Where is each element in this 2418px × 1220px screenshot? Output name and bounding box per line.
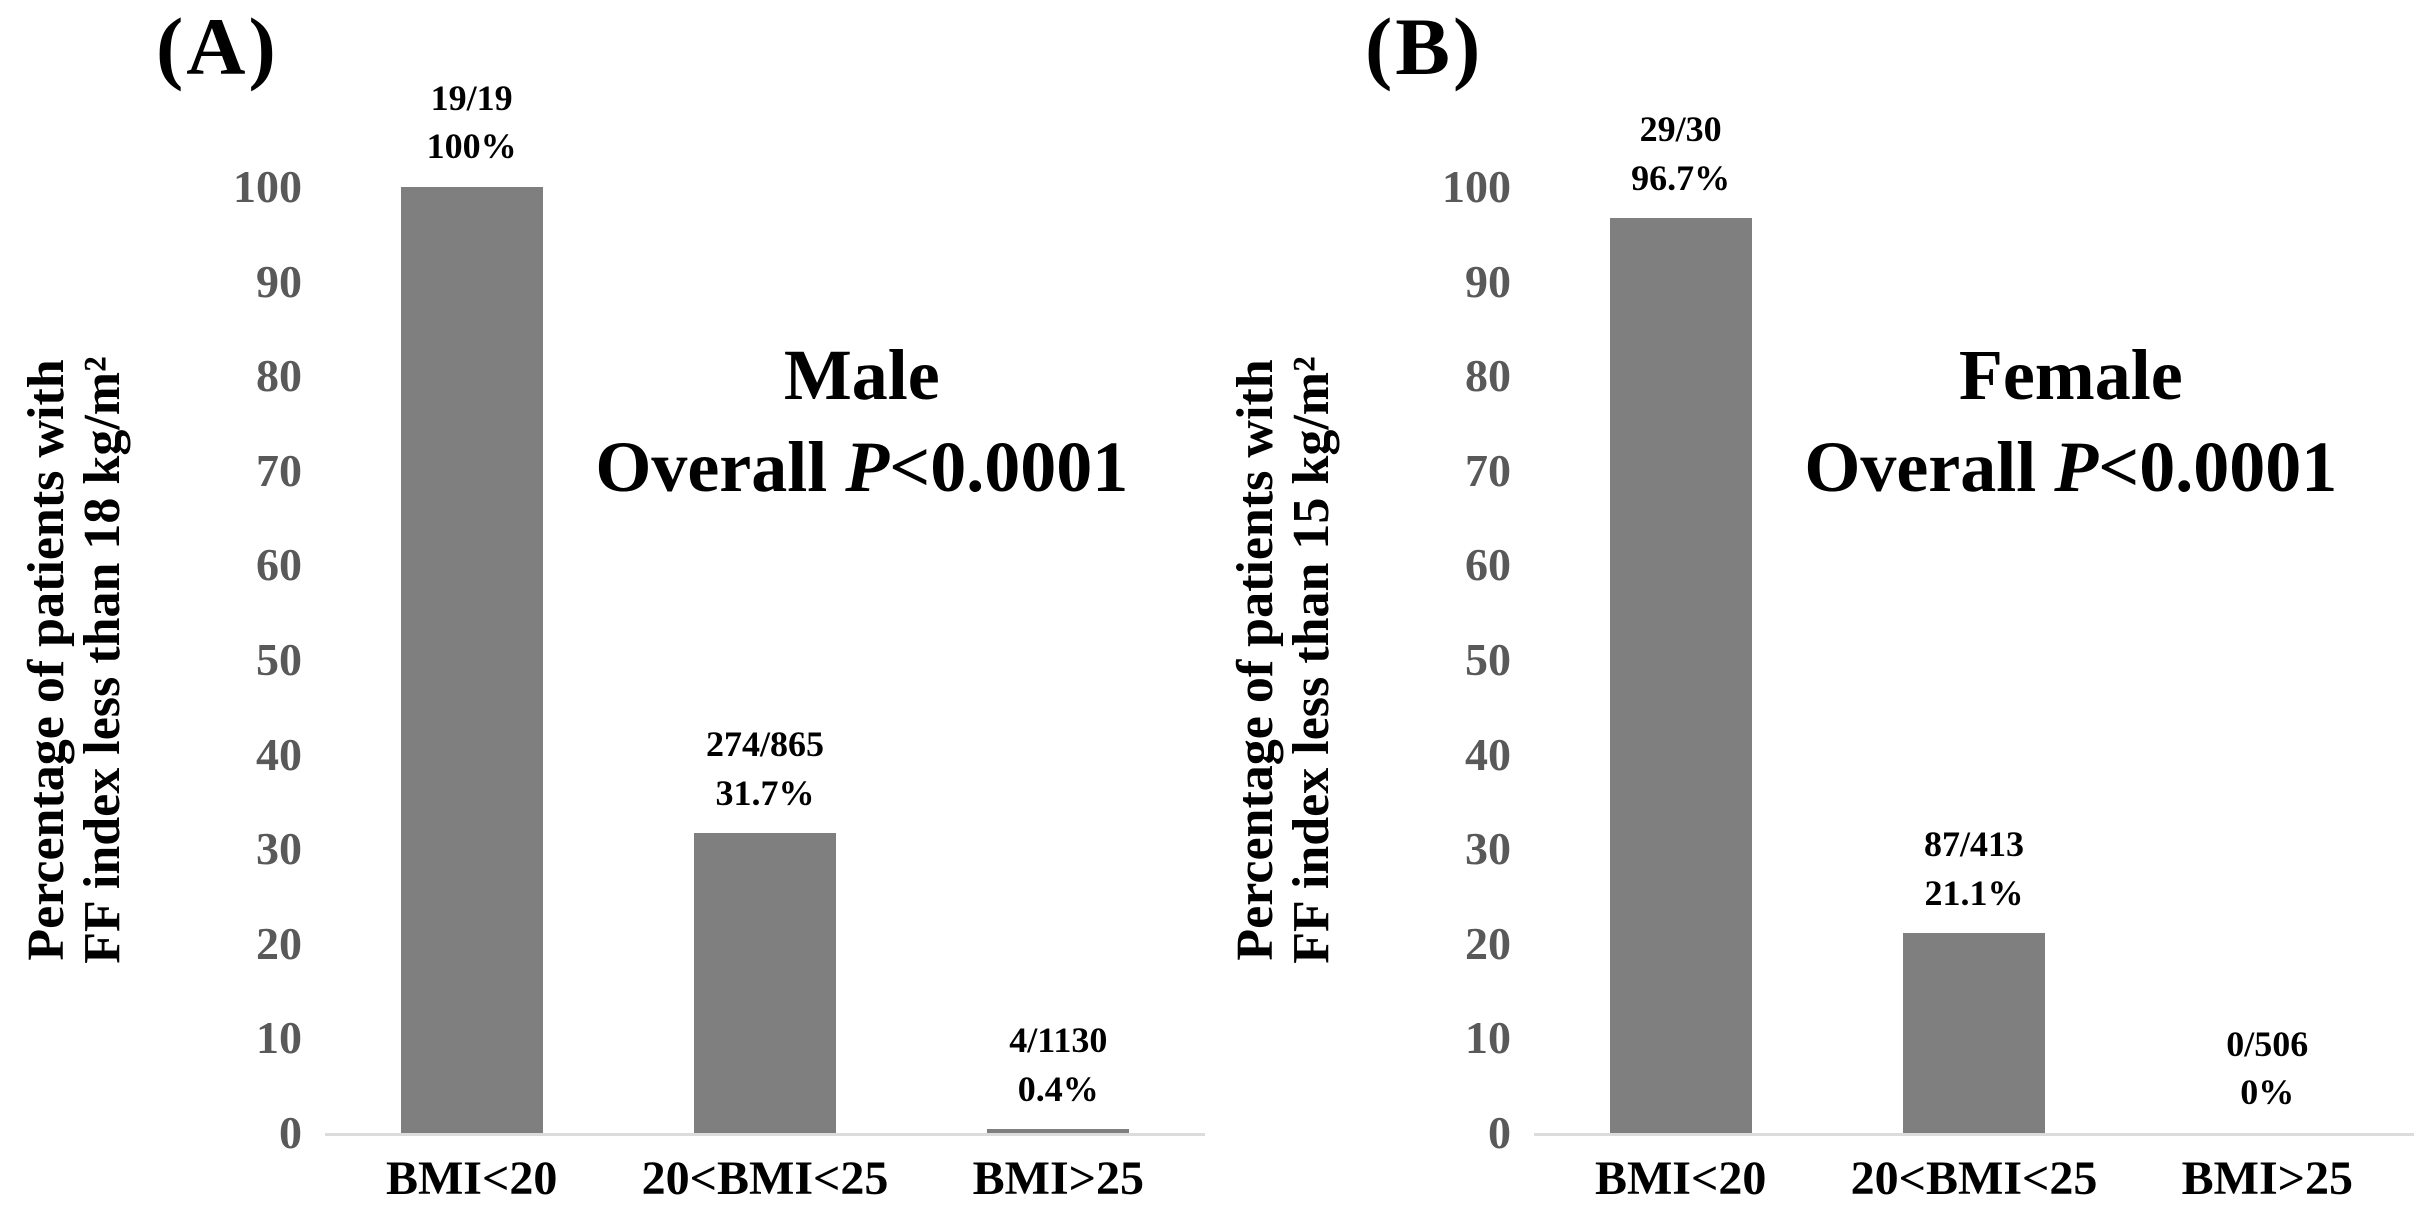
- x-axis-labels: BMI<20 20<BMI<25 BMI>25: [325, 1151, 1205, 1206]
- bar-slot: 87/413 21.1%: [1827, 187, 2120, 1133]
- y-tick-label: 60: [1465, 539, 1511, 591]
- y-tick-label: 40: [1465, 728, 1511, 780]
- panel-b-label: (B): [1365, 1, 1484, 92]
- chart-subtitle-p-symbol: P: [845, 427, 890, 508]
- panel-a: (A) Percentage of patients with FF index…: [0, 1, 1205, 1206]
- y-tick-label: 30: [1465, 823, 1511, 875]
- bar-percent-label: 31.7%: [715, 772, 815, 813]
- y-axis-title-line1: Percentage of patients with: [1226, 359, 1284, 961]
- bar-slot: 19/19 100%: [325, 78, 618, 1133]
- y-tick-label: 50: [1465, 634, 1511, 685]
- y-tick-label: 10: [1465, 1012, 1511, 1064]
- chart-title-line1: Male: [783, 334, 940, 415]
- bar: [693, 833, 837, 1133]
- y-tick-label: 60: [256, 539, 302, 591]
- y-axis-title-line2: FF index less than 18 kg/m²: [74, 356, 131, 964]
- y-tick-label: 80: [256, 350, 302, 402]
- y-tick-label: 30: [256, 823, 302, 875]
- x-category-label: 20<BMI<25: [1850, 1152, 2098, 1205]
- bar-value-label: 87/413 21.1%: [1924, 820, 2024, 917]
- bar-slot: 0/506 0%: [2121, 187, 2414, 1133]
- chart-subtitle-pvalue: <0.0001: [889, 427, 1129, 508]
- y-axis-ticks: 0 10 20 30 40 50 60 70 80 90 100: [1349, 164, 1521, 1156]
- y-tick-label: 40: [256, 728, 302, 780]
- x-category-label: BMI<20: [1594, 1152, 1767, 1205]
- y-tick-label: 50: [256, 634, 302, 685]
- y-tick-label: 0: [279, 1107, 302, 1158]
- bar: [1902, 933, 2046, 1133]
- x-category-label: BMI>25: [972, 1152, 1144, 1205]
- bar-slot: 274/865 31.7%: [618, 187, 911, 1133]
- plot-area: Female Overall P<0.0001 29/30 96.7% 87/413…: [1534, 109, 2414, 1136]
- bar-percent-label: 21.1%: [1924, 872, 2024, 913]
- bar-percent-label: 100%: [426, 126, 517, 167]
- y-tick-label: 20: [256, 917, 302, 969]
- x-category-label: 20<BMI<25: [641, 1152, 889, 1205]
- y-tick-label: 70: [1465, 444, 1511, 496]
- chart-title: Female Overall P<0.0001: [1804, 329, 2337, 513]
- y-axis-title-wrap: Percentage of patients with FF index les…: [1209, 187, 1359, 1133]
- x-axis-labels: BMI<20 20<BMI<25 BMI>25: [1534, 1151, 2414, 1206]
- bar: [1609, 218, 1752, 1133]
- bar-value-label: 19/19 100%: [427, 74, 517, 171]
- y-axis-title-line2: FF index less than 15 kg/m²: [1283, 356, 1340, 964]
- y-tick-label: 0: [1488, 1107, 1511, 1158]
- bar-slot: 29/30 96.7%: [1534, 109, 1827, 1133]
- y-tick-label: 100: [233, 161, 302, 212]
- chart-subtitle-prefix: Overall: [595, 427, 846, 508]
- bar-value-label: 0/506 0%: [2226, 1020, 2308, 1117]
- y-tick-label: 80: [1465, 350, 1511, 402]
- chart-subtitle-p-symbol: P: [2054, 427, 2099, 508]
- bar-percent-label: 0%: [2240, 1072, 2295, 1113]
- bar-percent-label: 0.4%: [1017, 1068, 1099, 1109]
- plot-area: Male Overall P<0.0001 19/19 100% 274/865 31…: [325, 78, 1205, 1136]
- bar-count-label: 19/19: [430, 77, 513, 118]
- bar-count-label: 274/865: [705, 723, 824, 764]
- y-axis-ticks: 0 10 20 30 40 50 60 70 80 90 100: [140, 164, 312, 1156]
- panel-b: (B) Percentage of patients with FF index…: [1209, 0, 2418, 1220]
- bar-value-label: 274/865 31.7%: [706, 720, 824, 817]
- y-axis-title: Percentage of patients with FF index les…: [1226, 356, 1340, 964]
- y-tick-label: 100: [1442, 161, 1511, 212]
- y-tick-label: 90: [256, 255, 302, 307]
- y-axis-title-wrap: Percentage of patients with FF index les…: [0, 187, 150, 1133]
- y-tick-label: 90: [1465, 255, 1511, 307]
- bar-count-label: 29/30: [1639, 109, 1722, 150]
- chart-title: Male Overall P<0.0001: [595, 329, 1128, 513]
- bar-value-label: 4/1130 0.4%: [1009, 1016, 1107, 1113]
- y-tick-label: 70: [256, 444, 302, 496]
- bar-count-label: 87/413: [1923, 824, 2024, 865]
- y-axis-title: Percentage of patients with FF index les…: [17, 356, 131, 964]
- panel-a-label: (A): [156, 1, 279, 92]
- bar: [987, 1129, 1130, 1133]
- x-category-label: BMI>25: [2181, 1152, 2353, 1205]
- bar-count-label: 4/1130: [1009, 1020, 1108, 1061]
- bar-value-label: 29/30 96.7%: [1631, 105, 1730, 202]
- chart-title-line1: Female: [1958, 334, 2183, 415]
- bar-percent-label: 96.7%: [1631, 157, 1731, 198]
- y-tick-label: 20: [1465, 917, 1511, 969]
- y-axis-title-line1: Percentage of patients with: [17, 359, 75, 961]
- bar-slot: 4/1130 0.4%: [912, 187, 1205, 1133]
- x-category-label: BMI<20: [385, 1152, 558, 1205]
- bar-count-label: 0/506: [2226, 1023, 2309, 1064]
- y-tick-label: 10: [256, 1012, 302, 1064]
- chart-subtitle-prefix: Overall: [1804, 427, 2055, 508]
- bar: [400, 187, 543, 1133]
- chart-subtitle-pvalue: <0.0001: [2098, 427, 2338, 508]
